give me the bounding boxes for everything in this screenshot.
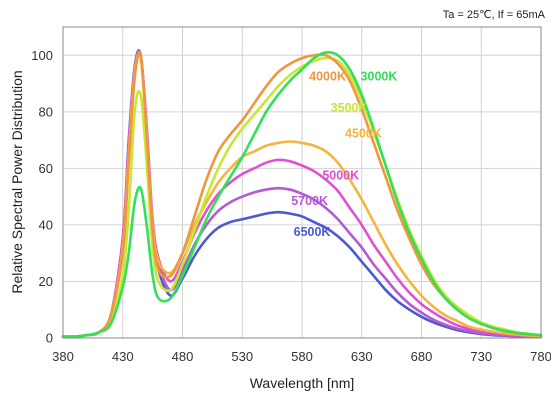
y-axis-title: Relative Spectral Power Distribution — [9, 70, 25, 293]
x-tick-label: 630 — [351, 349, 373, 364]
y-tick-label: 60 — [39, 161, 53, 176]
y-tick-label: 80 — [39, 104, 53, 119]
x-tick-labels: 380 430 480 530 580 630 680 730 780 — [52, 349, 551, 364]
plot-border — [62, 26, 542, 339]
series-label-5000k: 5000K — [322, 169, 359, 183]
x-tick-label: 480 — [172, 349, 194, 364]
x-axis-title: Wavelength [nm] — [250, 375, 355, 391]
y-tick-labels: 0 20 40 60 80 100 — [31, 48, 53, 346]
x-tick-label: 680 — [411, 349, 433, 364]
x-tick-label: 530 — [231, 349, 253, 364]
y-tick-label: 0 — [46, 331, 53, 346]
series-line-3500k — [61, 56, 543, 338]
y-tick-label: 100 — [31, 48, 53, 63]
series-label-3500k: 3500K — [331, 101, 368, 115]
y-tick-label: 40 — [39, 217, 53, 232]
x-tick-label: 380 — [52, 349, 74, 364]
series-label-6500k: 6500K — [294, 225, 331, 239]
test-conditions: Ta = 25℃, If = 65mA — [443, 9, 546, 21]
series-labels: 3000K 3500K 4000K 4500K 5000K 5700K 6500K — [291, 70, 397, 240]
series-line-3000k — [61, 50, 543, 338]
series-label-5700k: 5700K — [291, 194, 328, 208]
y-tick-label: 20 — [39, 274, 53, 289]
x-tick-label: 580 — [291, 349, 313, 364]
series-label-3000k: 3000K — [361, 70, 398, 84]
x-tick-label: 730 — [470, 349, 492, 364]
series-label-4500k: 4500K — [345, 126, 382, 140]
x-tick-label: 780 — [530, 349, 551, 364]
series-label-4000k: 4000K — [309, 70, 346, 84]
series-lines — [61, 49, 543, 339]
x-tick-label: 430 — [112, 349, 134, 364]
